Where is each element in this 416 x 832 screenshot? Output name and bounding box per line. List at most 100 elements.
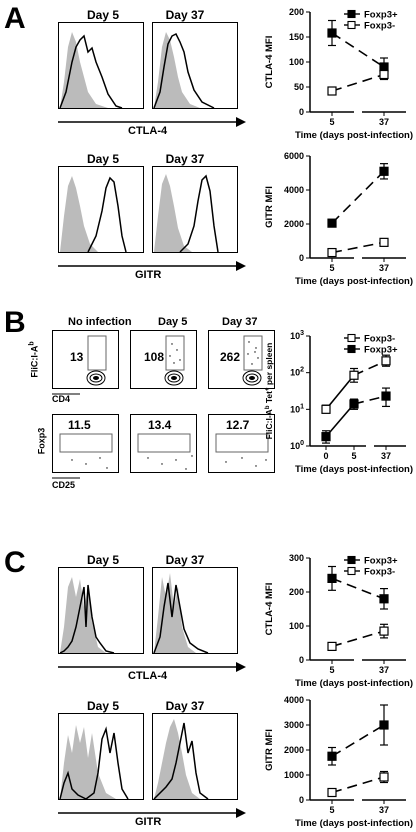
legend-marker [347,344,356,354]
contour-plot [52,330,119,389]
y-axis-label: CTLA-4 MFI [264,583,275,636]
y-tick-label: 0 [299,253,304,263]
chart-a-ctla4: 0 50 100 150 200 5 37 Time (days post-infection… [264,7,413,141]
gate-percent: 13.4 [148,418,172,432]
histogram-line [153,722,209,800]
histogram-fill [154,32,200,108]
data-point [327,787,337,798]
data-point [321,432,331,442]
y-axis-label: CTLA-4 MFI [264,36,275,89]
data-point [379,166,389,176]
x-tick-label: 5 [351,451,356,461]
y-tick-label: 300 [289,553,304,563]
data-point [321,404,331,414]
series-line [353,395,387,405]
gate-count: 13 [70,350,84,364]
day-label: Day 37 [165,699,205,713]
x-tick-label: 37 [379,805,389,815]
data-point [327,86,337,96]
x-tick-label: 37 [379,117,389,127]
chart-b-tet: 100 101 102 103 0 5 37 Time (days post-infectio… [264,330,413,475]
data-point [379,626,389,636]
series-line [325,403,355,438]
flow-plots-b [52,330,275,479]
histogram-line [59,726,129,800]
dot-plot [208,414,275,473]
panel-letter-a: A [4,2,26,35]
y-tick-label: 0 [299,795,304,805]
histogram-line [153,32,215,109]
y-tick-label: 4000 [284,695,304,705]
x-axis-label: GITR [135,816,162,828]
y-tick-label: 100 [290,440,304,451]
histogram-fill [60,725,116,799]
data-point [327,641,337,652]
y-tick-label: 0 [299,655,304,665]
legend-label: Foxp3- [364,567,395,578]
series-line [331,724,385,757]
histogram-line [153,582,209,654]
histogram-pair-a-gitr [58,166,246,271]
histogram-fill [154,573,196,653]
x-axis-label: GITR [135,269,162,281]
y-tick-label: 1000 [284,770,304,780]
contour-plot [208,330,275,389]
legend-label: Foxp3+ [364,10,398,21]
data-point [327,218,337,228]
histogram-line [179,174,219,253]
series-line [331,776,385,794]
data-point [379,594,389,604]
legend-label: Foxp3- [364,334,395,345]
x-tick-label: 37 [381,451,391,461]
condition-label: Day 5 [158,316,188,328]
y-axis-label: GITR MFI [264,186,275,228]
gate-count: 108 [144,350,165,364]
y-tick-label: 102 [290,367,304,378]
dot-plot [52,414,119,473]
x-axis-label: CD4 [52,394,71,404]
y-tick-label: 100 [289,621,304,631]
x-tick-label: 37 [379,263,389,273]
dot-plot [130,414,197,473]
arrowhead [236,261,246,271]
panel-letter-c: C [4,546,26,579]
data-point [327,573,337,583]
data-point [327,28,337,38]
series-line [331,630,385,648]
y-axis-label: FliC:I-Ab Tet+ per spleen [264,343,274,440]
x-axis-label: CD25 [52,480,76,490]
day-label: Day 5 [86,152,120,166]
histogram-line [59,34,123,109]
series-line [325,374,355,410]
y-tick-label: 200 [289,587,304,597]
x-axis-label: CTLA-4 [128,670,168,682]
histogram-pair-c-ctla4 [58,567,246,672]
data-point [379,237,389,247]
histogram-pair-c-gitr [58,713,246,818]
chart-c-gitr: 0 1000 2000 3000 4000 5 37 Time (days post-infe… [264,695,413,829]
histogram-line [87,176,127,253]
y-tick-label: 3000 [284,720,304,730]
data-point [379,772,389,782]
series-line [331,73,385,92]
histogram-fill [60,577,106,653]
day-label: Day 37 [165,553,205,567]
y-tick-label: 4000 [284,185,304,195]
data-point [327,751,337,761]
data-point [381,391,391,401]
x-axis-label: Time (days post-infection) [295,130,413,141]
x-axis-label: Time (days post-infection) [295,464,413,475]
histogram-line [59,584,115,654]
panel-letter-b: B [4,306,26,339]
series-line [331,577,385,600]
y-tick-label: 2000 [284,219,304,229]
x-tick-label: 5 [329,805,334,815]
legend-marker [347,333,356,343]
condition-label: No infection [68,316,132,328]
data-point [349,370,359,380]
histogram-fill [60,176,98,252]
y-tick-label: 150 [289,32,304,42]
y-axis-label: GITR MFI [264,729,275,771]
data-point [381,356,391,366]
y-axis-label: Foxp3 [36,427,47,455]
